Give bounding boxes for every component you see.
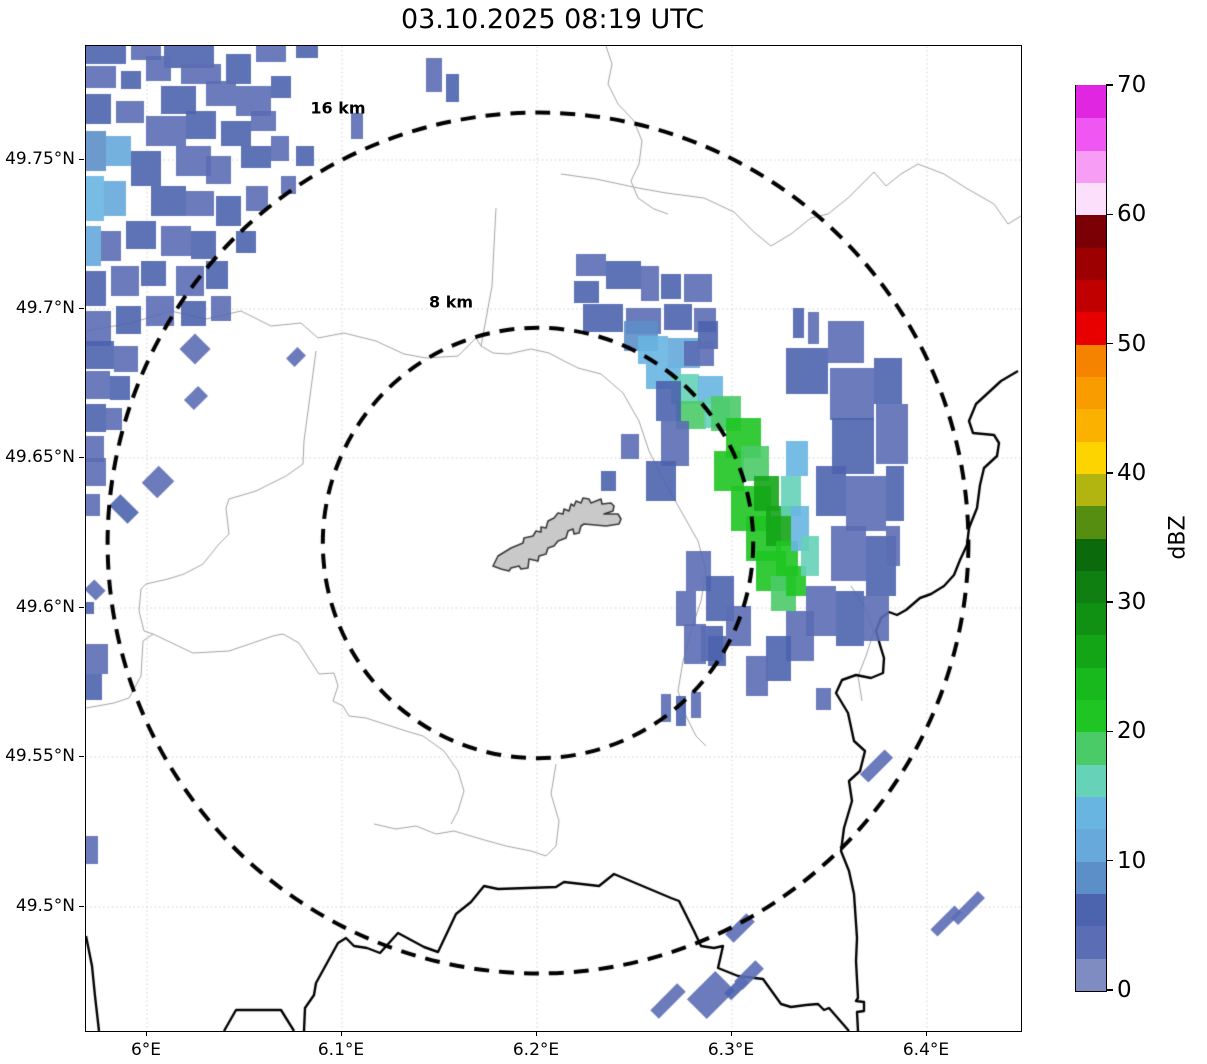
figure-title: 03.10.2025 08:19 UTC — [400, 4, 705, 35]
colorbar-segment — [1076, 958, 1106, 991]
y-tick-mark — [79, 159, 84, 161]
x-tick-mark — [536, 1031, 538, 1036]
colorbar-segment — [1076, 828, 1106, 862]
colorbar-segment — [1076, 699, 1106, 733]
x-tick-label: 6.1°E — [317, 1040, 365, 1060]
colorbar-tick-mark — [1106, 84, 1113, 86]
x-tick-label: 6.3°E — [707, 1040, 755, 1060]
y-tick-label: 49.65°N — [5, 447, 75, 467]
x-tick-mark — [731, 1031, 733, 1036]
colorbar-segment — [1076, 182, 1106, 216]
y-tick-mark — [79, 607, 84, 609]
colorbar-segment — [1076, 602, 1106, 636]
colorbar-tick-label: 10 — [1117, 847, 1147, 874]
range-ring-label-8km: 8 km — [428, 292, 474, 312]
y-tick-label: 49.75°N — [5, 149, 75, 169]
colorbar-segment — [1076, 344, 1106, 377]
colorbar-segment — [1076, 473, 1106, 507]
colorbar-segment — [1076, 634, 1106, 668]
colorbar-axis-label: dBZ — [1148, 85, 1207, 990]
colorbar-segment — [1076, 440, 1106, 474]
colorbar-segment — [1076, 376, 1106, 410]
y-tick-mark — [79, 457, 84, 459]
y-tick-mark — [79, 906, 84, 908]
colorbar-segment — [1076, 925, 1106, 959]
colorbar-segment — [1076, 667, 1106, 701]
x-tick-label: 6.4°E — [902, 1040, 950, 1060]
colorbar-tick-mark — [1106, 601, 1113, 603]
colorbar-segment — [1076, 505, 1106, 539]
colorbar — [1075, 85, 1107, 992]
map-plot-area: 16 km 8 km — [85, 45, 1022, 1032]
colorbar-axis-label-text: dBZ — [1165, 515, 1191, 560]
colorbar-segment — [1076, 214, 1106, 248]
colorbar-tick-label: 0 — [1117, 977, 1132, 1003]
colorbar-segment — [1076, 117, 1106, 151]
y-tick-mark — [79, 756, 84, 758]
colorbar-segment — [1076, 85, 1106, 119]
colorbar-tick-label: 20 — [1117, 718, 1147, 745]
colorbar-segment — [1076, 408, 1106, 442]
x-tick-mark — [341, 1031, 343, 1036]
colorbar-segment — [1076, 731, 1106, 765]
radar-map-canvas — [86, 46, 1021, 1031]
colorbar-segment — [1076, 764, 1106, 798]
range-ring-label-16km: 16 km — [310, 98, 366, 118]
colorbar-tick-mark — [1106, 860, 1113, 862]
y-tick-label: 49.6°N — [15, 597, 75, 617]
colorbar-segment — [1076, 796, 1106, 830]
colorbar-tick-label: 50 — [1117, 330, 1147, 357]
colorbar-tick-mark — [1106, 730, 1113, 733]
colorbar-segment — [1076, 311, 1106, 345]
colorbar-tick-label: 40 — [1117, 459, 1147, 486]
colorbar-tick-mark — [1106, 472, 1113, 474]
y-tick-label: 49.55°N — [5, 746, 75, 766]
y-tick-label: 49.5°N — [15, 896, 75, 916]
x-tick-label: 6.2°E — [512, 1040, 560, 1060]
y-tick-mark — [79, 308, 84, 310]
colorbar-tick-label: 30 — [1117, 589, 1147, 616]
x-tick-mark — [146, 1031, 148, 1036]
colorbar-segment — [1076, 893, 1106, 927]
colorbar-segment — [1076, 247, 1106, 280]
colorbar-segment — [1076, 861, 1106, 895]
colorbar-segment — [1076, 570, 1106, 604]
colorbar-segment — [1076, 537, 1106, 571]
colorbar-tick-mark — [1106, 342, 1113, 345]
x-tick-label: 6°E — [130, 1040, 162, 1060]
colorbar-tick-label: 60 — [1117, 201, 1147, 228]
colorbar-tick-mark — [1106, 989, 1113, 991]
colorbar-tick-mark — [1106, 213, 1113, 215]
colorbar-segment — [1076, 279, 1106, 313]
colorbar-segment — [1076, 150, 1106, 183]
colorbar-tick-label: 70 — [1117, 72, 1147, 98]
y-tick-label: 49.7°N — [15, 298, 75, 318]
x-tick-mark — [926, 1031, 928, 1036]
